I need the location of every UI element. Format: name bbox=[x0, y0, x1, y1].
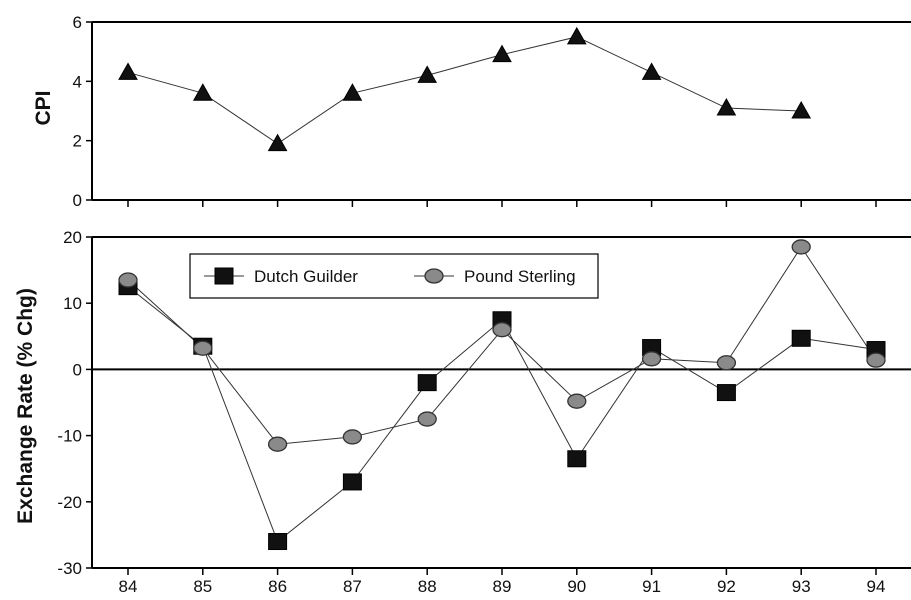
fx-xtick-label: 92 bbox=[717, 577, 736, 595]
cpi-series-0-point bbox=[342, 83, 363, 101]
fx-ytick-label: -20 bbox=[57, 493, 82, 512]
cpi-series-0-point bbox=[118, 62, 138, 80]
fx-xtick-label: 84 bbox=[119, 577, 138, 595]
cpi-series-0-point bbox=[716, 98, 737, 116]
cpi-series-0-point bbox=[417, 65, 438, 83]
cpi-ylabel: CPI bbox=[32, 90, 55, 125]
fx-series-0-point bbox=[417, 374, 437, 392]
legend-label: Dutch Guilder bbox=[254, 267, 358, 286]
fx-xtick-label: 88 bbox=[418, 577, 437, 595]
legend-box bbox=[189, 253, 599, 299]
fx-series-1-point bbox=[417, 411, 437, 427]
fx-xtick-label: 85 bbox=[193, 577, 212, 595]
fx-series-0-point bbox=[268, 533, 288, 551]
cpi-series-0-point bbox=[267, 133, 288, 152]
fx-series-0-point bbox=[342, 473, 362, 491]
fx-series-0-point bbox=[567, 450, 587, 468]
cpi-ytick-label: 4 bbox=[73, 72, 82, 91]
fx-series-1-point bbox=[567, 393, 587, 409]
cpi-series-0-point bbox=[492, 44, 512, 63]
cpi-series-0-point bbox=[791, 100, 812, 119]
legend-label: Pound Sterling bbox=[464, 267, 576, 286]
fx-ytick-label: -10 bbox=[57, 427, 82, 446]
cpi-series-0-line bbox=[127, 36, 802, 145]
fx-xtick-label: 91 bbox=[642, 577, 661, 595]
fx-series-0-point bbox=[791, 329, 811, 347]
cpi-ytick-label: 2 bbox=[73, 132, 82, 151]
legend-swatch-marker bbox=[424, 268, 444, 284]
cpi-series-0-point bbox=[192, 83, 213, 101]
fx-series-1-point bbox=[118, 272, 138, 288]
fx-ytick-label: 10 bbox=[63, 294, 82, 313]
fx-xtick-label: 87 bbox=[343, 577, 362, 595]
fx-series-1-point bbox=[267, 436, 288, 452]
fx-xtick-label: 86 bbox=[268, 577, 287, 595]
legend-swatch-marker bbox=[214, 267, 234, 285]
fx-ytick-label: 0 bbox=[73, 360, 82, 379]
fx-series-1-point bbox=[492, 322, 512, 338]
fx-series-1-point bbox=[716, 355, 737, 371]
cpi-ytick-label: 6 bbox=[73, 13, 82, 32]
fx-ytick-label: -30 bbox=[57, 559, 82, 578]
fx-xtick-label: 90 bbox=[567, 577, 586, 595]
fx-series-1-point bbox=[641, 351, 662, 367]
cpi-series-0-point bbox=[566, 26, 587, 45]
fx-ytick-label: 20 bbox=[63, 228, 82, 247]
fx-series-1-point bbox=[866, 352, 886, 368]
cpi-series-0-point bbox=[641, 62, 662, 80]
fx-xtick-label: 94 bbox=[867, 577, 886, 595]
fx-series-0-point bbox=[716, 384, 736, 402]
fx-series-1-point bbox=[193, 340, 213, 356]
fx-xtick-label: 89 bbox=[493, 577, 512, 595]
fx-series-1-point bbox=[791, 239, 811, 255]
fx-xtick-label: 93 bbox=[792, 577, 811, 595]
cpi-ytick-label: 0 bbox=[73, 191, 82, 210]
fx-series-1-point bbox=[342, 429, 363, 445]
exchange-rate-ylabel: Exchange Rate (% Chg) bbox=[14, 288, 37, 524]
